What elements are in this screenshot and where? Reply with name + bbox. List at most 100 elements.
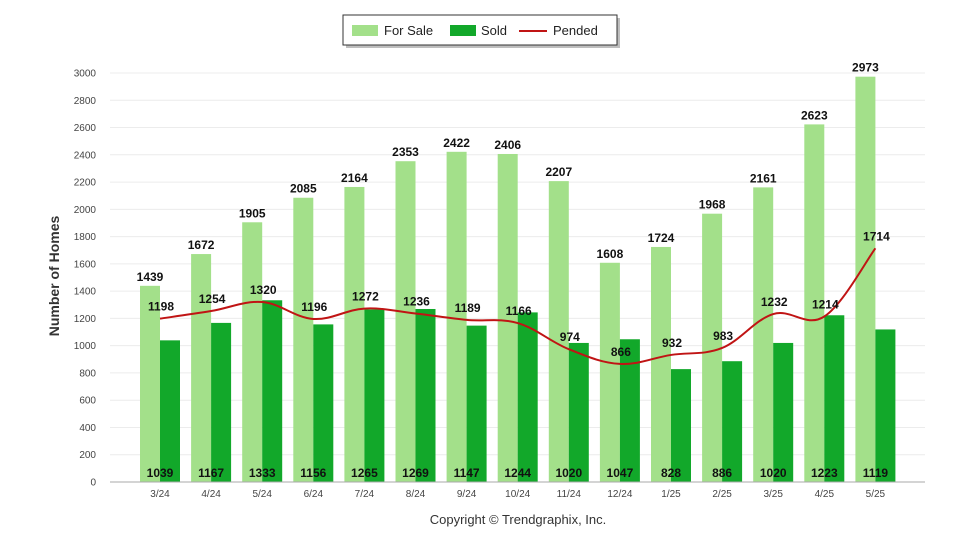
data-label-for-sale: 1724 — [648, 231, 675, 245]
data-label-sold: 1269 — [402, 466, 429, 480]
legend-label-for-sale: For Sale — [384, 23, 433, 38]
y-tick-label: 200 — [79, 450, 96, 461]
bar-sold — [160, 340, 180, 482]
x-tick-label: 9/24 — [457, 489, 477, 500]
data-label-for-sale: 2164 — [341, 171, 368, 185]
y-tick-label: 1800 — [74, 232, 97, 243]
data-label-pended: 932 — [662, 336, 682, 350]
data-label-pended: 1320 — [250, 283, 277, 297]
data-label-pended: 1232 — [761, 295, 788, 309]
bar-for-sale — [344, 186, 365, 482]
y-tick-label: 800 — [79, 368, 96, 379]
legend-label-pended: Pended — [553, 23, 598, 38]
bar-sold — [875, 329, 896, 482]
data-label-for-sale: 1672 — [188, 238, 215, 252]
y-axis-ticks: 0 200 400 600 800 1000 1200 1400 1600 1800 2000 220… — [74, 69, 97, 489]
bar-for-sale — [548, 181, 569, 482]
data-labels: 1439 1039 1672 1167 1905 1333 2085 1156 2164 1265… — [137, 61, 890, 480]
y-tick-label: 2000 — [74, 205, 97, 216]
bar-sold — [313, 324, 334, 482]
bar-for-sale — [497, 153, 518, 482]
data-label-for-sale: 2085 — [290, 182, 317, 196]
x-tick-label: 11/24 — [557, 489, 582, 500]
data-label-pended: 1272 — [352, 290, 379, 304]
data-label-sold: 828 — [661, 466, 681, 480]
data-label-sold: 1020 — [760, 466, 787, 480]
bar-sold — [415, 308, 436, 482]
data-label-for-sale: 2973 — [852, 61, 879, 75]
data-label-for-sale: 1439 — [137, 270, 164, 284]
bar-for-sale — [293, 197, 314, 482]
y-axis-label: Number of Homes — [46, 216, 62, 337]
x-tick-label: 4/24 — [201, 489, 221, 500]
legend-label-sold: Sold — [481, 23, 507, 38]
pended-series-line — [159, 247, 877, 365]
bar-for-sale — [702, 213, 723, 483]
data-label-sold: 1333 — [249, 466, 276, 480]
legend-box — [342, 14, 618, 46]
data-label-pended: 1714 — [863, 229, 890, 243]
x-tick-label: 3/25 — [763, 489, 783, 500]
data-label-for-sale: 1905 — [239, 206, 266, 220]
bar-for-sale — [855, 76, 876, 482]
bar-sold — [824, 315, 845, 482]
data-label-for-sale: 2207 — [545, 165, 572, 179]
bar-sold — [262, 300, 283, 482]
legend: For Sale Sold Pended — [342, 14, 620, 48]
data-label-pended: 866 — [611, 345, 631, 359]
copyright-footer: Copyright © Trendgraphix, Inc. — [430, 512, 607, 527]
bar-for-sale — [651, 246, 671, 482]
data-label-sold: 1020 — [555, 466, 582, 480]
bar-for-sale — [140, 285, 160, 482]
x-tick-label: 5/25 — [866, 489, 886, 500]
data-label-pended: 1254 — [199, 292, 226, 306]
x-tick-label: 3/24 — [150, 489, 170, 500]
y-tick-label: 1200 — [74, 314, 97, 325]
data-label-sold: 1039 — [147, 466, 174, 480]
bars — [140, 76, 896, 483]
x-tick-label: 12/24 — [607, 489, 632, 500]
data-label-pended: 1214 — [812, 297, 839, 311]
data-label-pended: 1189 — [455, 301, 481, 315]
pended-line — [159, 247, 877, 365]
bar-for-sale — [446, 151, 467, 482]
y-tick-label: 1000 — [74, 341, 97, 352]
data-label-pended: 1196 — [301, 300, 327, 314]
bar-sold — [722, 361, 743, 482]
bar-sold — [364, 309, 385, 482]
x-tick-label: 2/25 — [712, 489, 732, 500]
data-label-sold: 1265 — [351, 466, 378, 480]
data-label-sold: 1167 — [198, 466, 224, 480]
bar-sold — [466, 325, 487, 482]
y-tick-label: 2600 — [74, 123, 97, 134]
data-label-pended: 983 — [713, 329, 733, 343]
bar-sold — [568, 342, 589, 482]
y-tick-label: 1600 — [74, 259, 97, 270]
x-axis-ticks: 3/24 4/24 5/24 6/24 7/24 8/24 9/24 10/24 11/24 12… — [150, 489, 885, 500]
data-label-for-sale: 2623 — [801, 108, 828, 122]
data-label-pended: 1166 — [506, 304, 532, 318]
data-label-for-sale: 1968 — [699, 198, 726, 212]
x-tick-label: 4/25 — [815, 489, 835, 500]
y-tick-label: 2400 — [74, 150, 97, 161]
y-tick-label: 3000 — [74, 69, 97, 80]
legend-swatch-sold — [450, 25, 476, 36]
x-tick-label: 1/25 — [661, 489, 681, 500]
data-label-for-sale: 2422 — [443, 136, 470, 150]
bar-for-sale — [395, 161, 416, 482]
data-label-for-sale: 2161 — [750, 171, 777, 185]
bar-sold — [211, 322, 232, 482]
data-label-sold: 1156 — [300, 466, 326, 480]
y-tick-label: 400 — [79, 423, 96, 434]
x-tick-label: 5/24 — [252, 489, 272, 500]
data-label-pended: 1236 — [403, 294, 430, 308]
y-tick-label: 600 — [79, 396, 96, 407]
bar-for-sale — [599, 262, 620, 482]
data-label-pended: 1198 — [148, 300, 174, 314]
y-tick-label: 2200 — [74, 178, 97, 189]
data-label-sold: 1047 — [607, 466, 634, 480]
y-tick-label: 2800 — [74, 96, 97, 107]
data-label-for-sale: 2406 — [494, 138, 521, 152]
x-tick-label: 10/24 — [505, 489, 530, 500]
data-label-sold: 1147 — [454, 466, 480, 480]
